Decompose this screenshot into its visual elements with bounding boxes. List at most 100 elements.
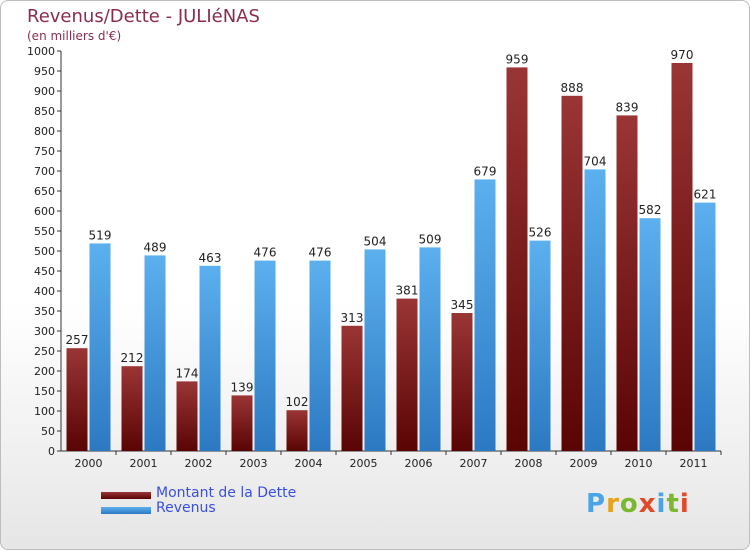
value-label-revenus: 476	[309, 246, 332, 260]
bar-revenus	[89, 243, 111, 451]
logo-letter: i	[679, 489, 690, 519]
bar-revenus	[474, 179, 496, 451]
y-tick-label: 550	[34, 225, 55, 238]
x-tick-label: 2007	[460, 457, 488, 470]
bar-dette	[616, 115, 638, 452]
logo-letter: r	[606, 489, 620, 519]
bar-revenus	[584, 169, 606, 451]
x-tick-label: 2005	[350, 457, 378, 470]
axes: 0 50 100 150 200 250 300 350 400 450 500 550 600 650 7…	[27, 45, 722, 470]
value-label-dette: 212	[121, 351, 144, 365]
bar-dette	[341, 325, 363, 451]
bar-revenus	[254, 260, 276, 451]
value-label-dette: 257	[66, 333, 89, 347]
y-tick-label: 700	[34, 165, 55, 178]
y-tick-label: 600	[34, 205, 55, 218]
bar-dette	[451, 313, 473, 451]
x-tick-label: 2009	[570, 457, 598, 470]
bar-revenus	[694, 202, 716, 451]
value-label-dette: 888	[561, 81, 584, 95]
bar-dette	[286, 410, 308, 451]
logo-letter: t	[666, 489, 680, 519]
chart-subtitle: (en milliers d'€)	[27, 29, 122, 43]
logo-letter: i	[656, 489, 667, 519]
bar-dette	[396, 298, 418, 451]
y-tick-label: 350	[34, 305, 55, 318]
y-tick-label: 200	[34, 365, 55, 378]
y-tick-label: 750	[34, 145, 55, 158]
bar-revenus	[639, 218, 661, 451]
bar-dette	[561, 95, 583, 452]
y-tick-label: 900	[34, 85, 55, 98]
value-label-dette: 970	[671, 48, 694, 62]
legend-label-dette: Montant de la Dette	[156, 485, 297, 501]
value-label-revenus: 476	[254, 246, 277, 260]
x-tick-label: 2000	[75, 457, 103, 470]
y-tick-label: 250	[34, 345, 55, 358]
y-tick-label: 150	[34, 385, 55, 398]
y-tick-label: 850	[34, 105, 55, 118]
x-tick-label: 2002	[185, 457, 213, 470]
value-label-revenus: 679	[474, 164, 497, 178]
y-tick-label: 650	[34, 185, 55, 198]
value-label-revenus: 509	[419, 232, 442, 246]
y-tick-label: 300	[34, 325, 55, 338]
y-tick-label: 800	[34, 125, 55, 138]
bar-revenus	[364, 249, 386, 451]
bars	[66, 63, 716, 452]
value-label-revenus: 526	[529, 226, 552, 240]
bar-dette	[506, 67, 528, 452]
x-tick-label: 2004	[295, 457, 323, 470]
value-label-revenus: 582	[639, 203, 662, 217]
bar-revenus	[529, 240, 551, 451]
bar-revenus	[309, 260, 331, 451]
y-tick-label: 500	[34, 245, 55, 258]
value-label-revenus: 504	[364, 234, 387, 248]
y-tick-label: 0	[48, 445, 55, 458]
value-labels: 257 519 212 489 174 463 139 476 102 476 313 504 381 5…	[66, 48, 717, 409]
x-tick-label: 2001	[130, 457, 158, 470]
x-tick-label: 2003	[240, 457, 268, 470]
bar-dette	[66, 348, 88, 451]
logo-letter: P	[586, 489, 607, 519]
value-label-revenus: 621	[694, 188, 717, 202]
bar-revenus	[419, 247, 441, 451]
value-label-dette: 174	[176, 366, 199, 380]
y-tick-label: 450	[34, 265, 55, 278]
chart-title: Revenus/Dette - JULIéNAS	[27, 6, 260, 27]
bar-revenus	[144, 255, 166, 451]
logo-letter: o	[619, 489, 639, 519]
bar-dette	[231, 395, 253, 451]
value-label-revenus: 704	[584, 154, 607, 168]
legend-swatch-revenus	[101, 507, 151, 514]
value-label-dette: 102	[286, 395, 309, 409]
value-label-revenus: 489	[144, 240, 167, 254]
value-label-dette: 839	[616, 100, 639, 114]
value-label-revenus: 519	[89, 228, 112, 242]
y-tick-label: 400	[34, 285, 55, 298]
value-label-dette: 381	[396, 284, 419, 298]
value-label-dette: 345	[451, 298, 474, 312]
x-tick-label: 2006	[405, 457, 433, 470]
y-tick-label: 100	[34, 405, 55, 418]
legend-label-revenus: Revenus	[156, 500, 216, 516]
bar-dette	[671, 63, 693, 451]
value-label-revenus: 463	[199, 251, 222, 265]
logo-letter: x	[638, 489, 657, 519]
value-label-dette: 959	[506, 52, 529, 66]
x-tick-label: 2010	[625, 457, 653, 470]
value-label-dette: 139	[231, 380, 254, 394]
bar-dette	[176, 381, 198, 451]
bar-revenus	[199, 265, 221, 451]
proxiti-logo: Proxiti	[586, 489, 690, 519]
x-tick-label: 2011	[680, 457, 708, 470]
y-tick-label: 950	[34, 65, 55, 78]
bar-dette	[121, 366, 143, 451]
y-tick-label: 50	[41, 425, 55, 438]
legend-swatch-dette	[101, 492, 151, 499]
value-label-dette: 313	[341, 311, 364, 325]
x-tick-label: 2008	[515, 457, 543, 470]
y-tick-label: 1000	[27, 45, 55, 58]
